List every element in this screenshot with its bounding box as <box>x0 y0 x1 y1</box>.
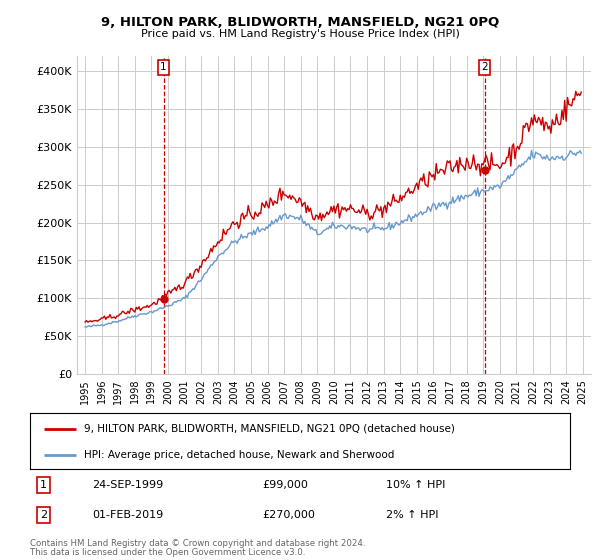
Text: £270,000: £270,000 <box>262 510 315 520</box>
Text: 9, HILTON PARK, BLIDWORTH, MANSFIELD, NG21 0PQ (detached house): 9, HILTON PARK, BLIDWORTH, MANSFIELD, NG… <box>84 424 455 434</box>
Text: 24-SEP-1999: 24-SEP-1999 <box>92 479 163 489</box>
Text: HPI: Average price, detached house, Newark and Sherwood: HPI: Average price, detached house, Newa… <box>84 450 394 460</box>
Text: 10% ↑ HPI: 10% ↑ HPI <box>386 479 446 489</box>
Text: 01-FEB-2019: 01-FEB-2019 <box>92 510 163 520</box>
Text: Contains HM Land Registry data © Crown copyright and database right 2024.: Contains HM Land Registry data © Crown c… <box>30 539 365 548</box>
Text: 1: 1 <box>40 479 47 489</box>
Text: 2: 2 <box>481 62 488 72</box>
Text: This data is licensed under the Open Government Licence v3.0.: This data is licensed under the Open Gov… <box>30 548 305 557</box>
Text: 9, HILTON PARK, BLIDWORTH, MANSFIELD, NG21 0PQ: 9, HILTON PARK, BLIDWORTH, MANSFIELD, NG… <box>101 16 499 29</box>
Text: 2: 2 <box>40 510 47 520</box>
Text: £99,000: £99,000 <box>262 479 308 489</box>
Text: 2% ↑ HPI: 2% ↑ HPI <box>386 510 439 520</box>
Text: 1: 1 <box>160 62 167 72</box>
Text: Price paid vs. HM Land Registry's House Price Index (HPI): Price paid vs. HM Land Registry's House … <box>140 29 460 39</box>
